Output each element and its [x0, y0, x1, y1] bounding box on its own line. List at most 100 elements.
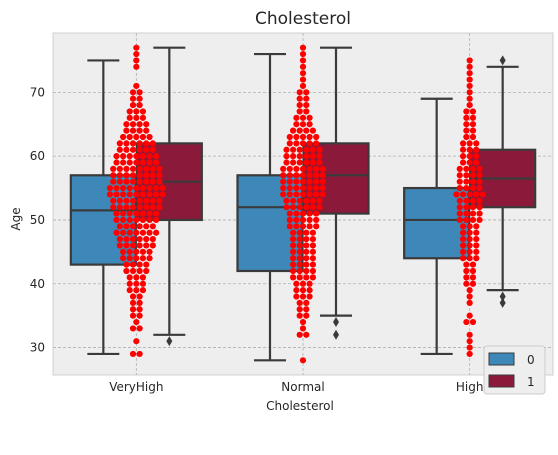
swarm-point [300, 210, 306, 216]
swarm-point [153, 230, 159, 236]
swarm-point [150, 242, 156, 248]
swarm-point [123, 166, 129, 172]
swarm-point [120, 159, 126, 165]
swarm-point [470, 121, 476, 127]
swarm-point [307, 166, 313, 172]
swarm-point [120, 191, 126, 197]
swarm-point [303, 306, 309, 312]
swarm-point [300, 217, 306, 223]
swarm-point [143, 242, 149, 248]
swarm-point [476, 217, 482, 223]
swarm-point [303, 236, 309, 242]
swarm-point [107, 185, 113, 191]
swarm-point [137, 204, 143, 210]
swarm-point [123, 198, 129, 204]
swarm-point [293, 134, 299, 140]
swarm-point [307, 115, 313, 121]
swarm-point [310, 128, 316, 134]
swarm-point [476, 198, 482, 204]
swarm-point [153, 185, 159, 191]
swarm-point [313, 140, 319, 146]
swarm-point [313, 223, 319, 229]
swarm-point [467, 249, 473, 255]
swarm-point [156, 204, 162, 210]
swarm-point [307, 210, 313, 216]
swarm-point [297, 255, 303, 261]
swarm-point [470, 108, 476, 114]
swarm-point [287, 185, 293, 191]
swarm-point [297, 230, 303, 236]
swarm-point [153, 217, 159, 223]
swarm-point [467, 89, 473, 95]
swarm-point [137, 198, 143, 204]
swarm-point [123, 204, 129, 210]
swarm-point [303, 332, 309, 338]
chart-title: Cholesterol [255, 9, 351, 29]
swarm-point [143, 179, 149, 185]
swarm-point [293, 140, 299, 146]
swarm-point [457, 185, 463, 191]
swarm-point [133, 210, 139, 216]
swarm-point [320, 172, 326, 178]
swarm-point [473, 255, 479, 261]
swarm-point [297, 242, 303, 248]
swarm-point [133, 108, 139, 114]
swarm-point [290, 262, 296, 268]
swarm-point [303, 262, 309, 268]
swarm-point [463, 172, 469, 178]
swarm-point [110, 179, 116, 185]
swarm-point [313, 172, 319, 178]
swarm-point [130, 325, 136, 331]
swarm-point [313, 179, 319, 185]
swarm-point [293, 223, 299, 229]
swarm-point [137, 166, 143, 172]
swarm-point [297, 102, 303, 108]
swarm-point [140, 185, 146, 191]
swarm-point [467, 83, 473, 89]
swarm-point [137, 89, 143, 95]
swarm-point [127, 281, 133, 287]
swarm-point [137, 223, 143, 229]
swarm-point [130, 313, 136, 319]
swarm-point [463, 185, 469, 191]
swarm-point [463, 268, 469, 274]
swarm-point [137, 306, 143, 312]
swarm-point [130, 268, 136, 274]
swarm-point [457, 172, 463, 178]
swarm-point [313, 166, 319, 172]
swarm-point [287, 134, 293, 140]
swarm-point [457, 210, 463, 216]
swarm-point [146, 255, 152, 261]
swarm-point [280, 166, 286, 172]
swarm-point [297, 147, 303, 153]
swarm-point [463, 274, 469, 280]
swarm-point [470, 185, 476, 191]
swarm-point [137, 300, 143, 306]
swarm-point [313, 134, 319, 140]
swarm-point [300, 357, 306, 363]
swarm-point [123, 147, 129, 153]
swarm-point [290, 274, 296, 280]
swarm-point [146, 210, 152, 216]
swarm-point [290, 204, 296, 210]
swarm-point [137, 262, 143, 268]
swarm-point [460, 140, 466, 146]
swarm-point [290, 147, 296, 153]
swarm-point [127, 217, 133, 223]
swarm-point [140, 134, 146, 140]
swarm-point [140, 281, 146, 287]
y-tick-label: 30 [30, 341, 45, 355]
swarm-point [460, 159, 466, 165]
swarm-point [290, 255, 296, 261]
swarm-point [476, 210, 482, 216]
swarm-point [143, 140, 149, 146]
swarm-point [123, 262, 129, 268]
swarm-point [460, 242, 466, 248]
swarm-point [130, 147, 136, 153]
swarm-point [300, 325, 306, 331]
legend-label-0: 0 [527, 353, 535, 367]
swarm-point [297, 332, 303, 338]
swarm-point [293, 191, 299, 197]
swarm-point [137, 121, 143, 127]
